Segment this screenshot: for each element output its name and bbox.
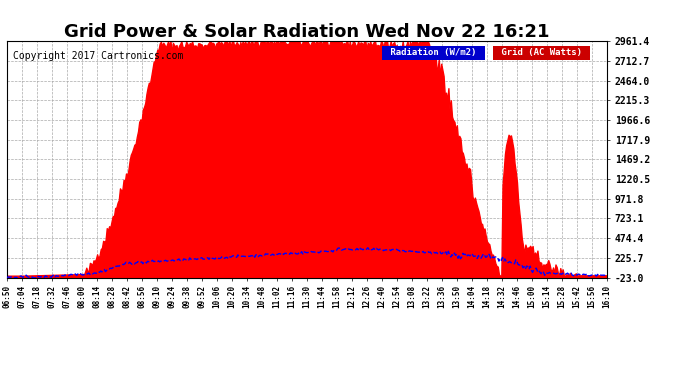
Text: Grid (AC Watts): Grid (AC Watts) (496, 48, 587, 57)
Text: Radiation (W/m2): Radiation (W/m2) (385, 48, 482, 57)
Title: Grid Power & Solar Radiation Wed Nov 22 16:21: Grid Power & Solar Radiation Wed Nov 22 … (64, 23, 550, 41)
Text: Copyright 2017 Cartronics.com: Copyright 2017 Cartronics.com (13, 51, 184, 61)
